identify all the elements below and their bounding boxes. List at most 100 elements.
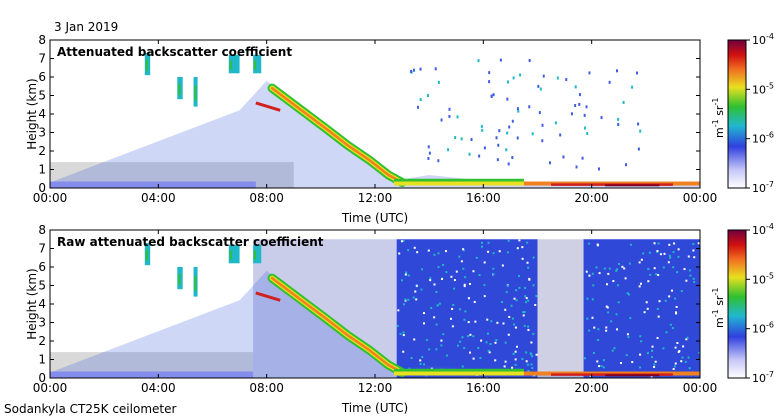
noise-speck bbox=[437, 252, 440, 255]
colorbar-units: m-1 sr-1 bbox=[711, 288, 726, 328]
x-tick-label: 08:00 bbox=[249, 381, 284, 395]
sparse-echo bbox=[537, 84, 540, 88]
sparse-echo bbox=[409, 69, 412, 73]
sparse-echo bbox=[548, 161, 551, 165]
noise-speck bbox=[467, 335, 470, 338]
noise-speck bbox=[469, 351, 472, 354]
sparse-echo bbox=[454, 136, 457, 140]
noise-speck bbox=[513, 297, 516, 300]
noise-speck bbox=[598, 272, 601, 275]
sparse-echo bbox=[574, 85, 577, 89]
sparse-echo bbox=[531, 132, 534, 136]
noise-speck bbox=[675, 312, 678, 315]
noise-speck bbox=[459, 340, 462, 343]
noise-speck bbox=[596, 360, 599, 363]
noise-speck bbox=[687, 356, 690, 359]
noise-speck bbox=[498, 250, 501, 253]
sparse-echo bbox=[639, 129, 642, 133]
noise-speck bbox=[532, 284, 535, 287]
noise-speck bbox=[522, 311, 525, 314]
noise-speck bbox=[527, 369, 530, 372]
sparse-echo bbox=[477, 59, 480, 63]
noise-speck bbox=[592, 284, 595, 287]
noise-speck bbox=[403, 303, 406, 306]
colorbar-exponent: -7 bbox=[766, 180, 774, 189]
noise-speck bbox=[656, 250, 659, 253]
surface-signal bbox=[393, 371, 524, 376]
noise-speck bbox=[627, 336, 630, 339]
sparse-echo bbox=[483, 146, 486, 150]
cloud-core bbox=[254, 250, 257, 260]
noise-speck bbox=[684, 360, 687, 363]
sparse-echo bbox=[506, 80, 509, 84]
noise-speck bbox=[407, 274, 410, 277]
sparse-echo bbox=[637, 122, 640, 126]
noise-speck bbox=[629, 243, 632, 246]
plume-core bbox=[270, 86, 404, 184]
noise-speck bbox=[615, 269, 618, 272]
colorbar bbox=[727, 229, 747, 379]
noise-speck bbox=[523, 287, 526, 290]
noise-speck bbox=[461, 365, 464, 368]
noise-speck bbox=[462, 249, 465, 252]
sparse-echo bbox=[496, 158, 499, 162]
noise-speck bbox=[605, 329, 608, 332]
surface-layer bbox=[50, 181, 256, 188]
sparse-echo bbox=[517, 109, 520, 113]
noise-speck bbox=[404, 273, 407, 276]
noise-speck bbox=[651, 345, 654, 348]
noise-speck bbox=[588, 329, 591, 332]
y-tick-label: 2 bbox=[38, 334, 46, 348]
noise-speck bbox=[607, 272, 610, 275]
noise-speck bbox=[640, 340, 643, 343]
sparse-echo bbox=[516, 136, 519, 140]
noise-speck bbox=[453, 279, 456, 282]
noise-speck bbox=[613, 347, 616, 350]
colorbar-exponent: -4 bbox=[766, 32, 774, 41]
sparse-echo bbox=[488, 80, 491, 84]
noise-speck bbox=[612, 280, 615, 283]
sparse-echo bbox=[597, 167, 600, 171]
noise-speck bbox=[534, 304, 537, 307]
noise-speck bbox=[436, 304, 439, 307]
noise-speck bbox=[686, 336, 689, 339]
noise-speck bbox=[410, 356, 413, 359]
x-tick-label: 08:00 bbox=[249, 191, 284, 205]
sparse-echo bbox=[498, 129, 501, 133]
noise-speck bbox=[402, 239, 405, 242]
noise-speck bbox=[483, 261, 486, 264]
noise-speck bbox=[430, 367, 433, 370]
noise-speck bbox=[463, 346, 466, 349]
noise-speck bbox=[472, 270, 475, 273]
x-axis: 00:00 04:00 08:00 12:00 16:00 20:00 00:00 bbox=[33, 230, 717, 395]
noise-speck bbox=[510, 304, 513, 307]
noise-speck bbox=[416, 251, 419, 254]
surface-signal bbox=[605, 184, 660, 187]
colorbar-exponent: -7 bbox=[766, 370, 774, 379]
noise-speck bbox=[595, 266, 598, 269]
noise-speck bbox=[402, 334, 405, 337]
noise-speck bbox=[591, 316, 594, 319]
noise-speck bbox=[433, 253, 436, 256]
surface-signal bbox=[393, 181, 524, 186]
sparse-echo bbox=[516, 107, 519, 111]
noise-speck bbox=[494, 359, 497, 362]
cloud-streak bbox=[253, 244, 262, 264]
y-tick-label: 4 bbox=[38, 297, 46, 311]
noise-speck bbox=[605, 305, 608, 308]
sparse-echo bbox=[419, 98, 422, 102]
noise-speck bbox=[483, 295, 486, 298]
noise-speck bbox=[486, 318, 489, 321]
noise-speck bbox=[435, 323, 438, 326]
sparse-echo bbox=[583, 113, 586, 117]
sparse-echo bbox=[588, 71, 591, 75]
cloud-core bbox=[145, 249, 148, 261]
noise-speck bbox=[504, 308, 507, 311]
sparse-echo bbox=[538, 111, 541, 115]
instrument-footer: Sodankyla CT25K ceilometer bbox=[4, 402, 176, 416]
noise-speck bbox=[639, 282, 642, 285]
noise-speck bbox=[667, 261, 670, 264]
noise-speck bbox=[646, 307, 649, 310]
noise-speck bbox=[692, 277, 695, 280]
noise-speck bbox=[527, 299, 530, 302]
